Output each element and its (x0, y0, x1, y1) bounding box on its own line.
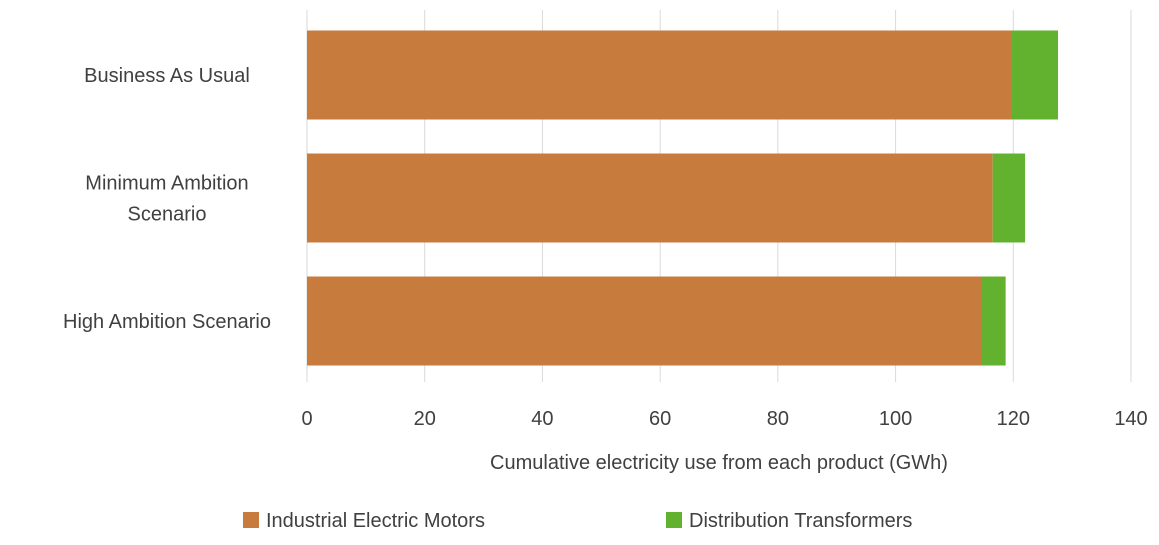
legend-label-1: Industrial Electric Motors (266, 510, 485, 532)
bar-2-series-1 (307, 153, 993, 243)
x-tick-label-40: 40 (531, 408, 553, 430)
bar-3-series-2 (981, 276, 1006, 366)
category-label-line: Scenario (128, 204, 207, 226)
category-label-2: Minimum Ambition Scenario (85, 173, 248, 226)
category-label-3: High Ambition Scenario (63, 311, 271, 333)
legend-swatch-1 (243, 512, 259, 528)
x-tick-labels: 0 20 40 60 80 100 120 140 (301, 408, 1147, 430)
category-labels: Business As Usual Minimum Ambition Scenari… (63, 65, 271, 333)
bar-2-series-2 (992, 153, 1026, 243)
x-tick-label-140: 140 (1114, 408, 1147, 430)
bars (307, 30, 1059, 366)
bar-3-series-1 (307, 276, 982, 366)
category-label-line: Business As Usual (84, 65, 250, 87)
category-label-line: Minimum Ambition (85, 173, 248, 195)
legend-swatch-2 (666, 512, 682, 528)
x-tick-label-20: 20 (414, 408, 436, 430)
legend-label-2: Distribution Transformers (689, 510, 912, 532)
category-label-line: High Ambition Scenario (63, 311, 271, 333)
legend: Industrial Electric Motors Distribution T… (243, 510, 912, 532)
bar-1-series-2 (1011, 30, 1059, 120)
x-tick-label-60: 60 (649, 408, 671, 430)
x-axis-title: Cumulative electricity use from each pro… (490, 452, 948, 474)
bar-1-series-1 (307, 30, 1012, 120)
x-tick-label-0: 0 (301, 408, 312, 430)
x-tick-label-100: 100 (879, 408, 912, 430)
x-tick-label-80: 80 (767, 408, 789, 430)
category-label-1: Business As Usual (84, 65, 250, 87)
x-tick-label-120: 120 (997, 408, 1030, 430)
